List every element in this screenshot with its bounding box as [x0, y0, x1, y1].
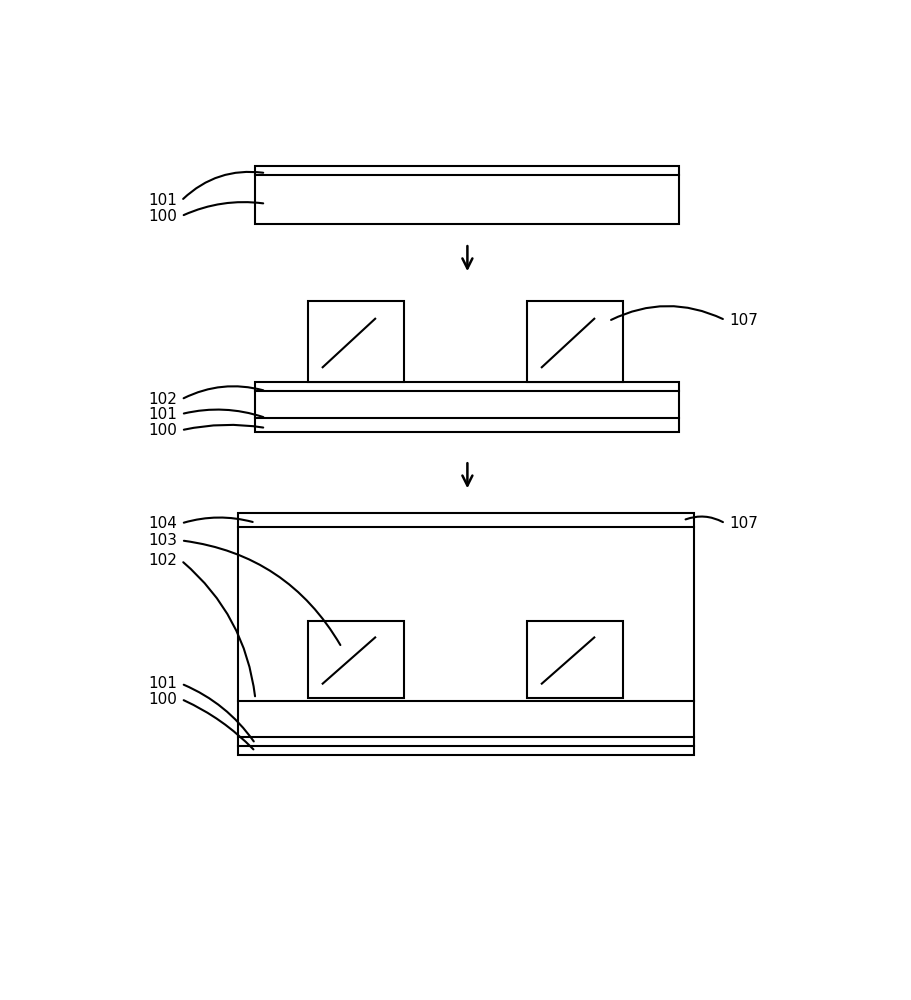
- Text: 104: 104: [148, 516, 178, 531]
- Text: 100: 100: [148, 209, 178, 224]
- Text: 107: 107: [728, 313, 757, 328]
- Bar: [308, 620, 404, 698]
- Text: 101: 101: [148, 193, 178, 208]
- Text: 102: 102: [148, 392, 178, 407]
- Bar: [527, 620, 622, 698]
- Bar: [527, 301, 622, 382]
- Text: 101: 101: [148, 407, 178, 422]
- Text: 107: 107: [728, 516, 757, 531]
- Text: 100: 100: [148, 423, 178, 438]
- Bar: [255, 382, 679, 432]
- Text: 101: 101: [148, 676, 178, 691]
- Text: 100: 100: [148, 692, 178, 707]
- Bar: [238, 513, 692, 755]
- Text: 103: 103: [148, 533, 178, 548]
- Text: 102: 102: [148, 553, 178, 568]
- Bar: [255, 166, 679, 224]
- Bar: [308, 301, 404, 382]
